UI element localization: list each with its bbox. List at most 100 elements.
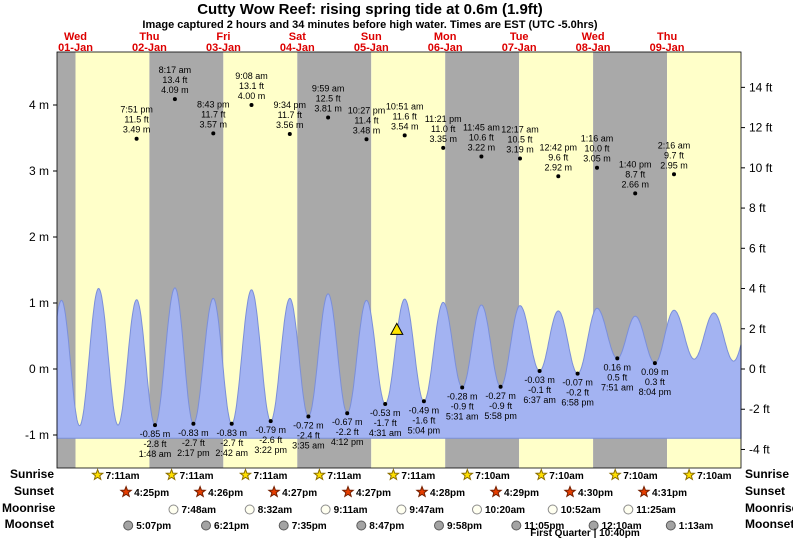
low-tide-time: 6:37 am: [523, 395, 556, 405]
high-tide-annotation: 2:16 am9.7 ft2.95 m: [658, 140, 690, 177]
sunrise-star-icon: [460, 468, 474, 481]
day-label: 02-Jan: [132, 42, 167, 54]
sunset-star-icon: [563, 485, 577, 498]
tide-point-dot: [191, 421, 196, 426]
day-label: Mon: [434, 31, 457, 43]
astro-event-time: 7:35pm: [292, 521, 327, 532]
high-tide-time: 9:08 am: [235, 71, 268, 81]
astro-event-time: 7:10am: [697, 471, 732, 482]
moonset-circle-icon: [201, 520, 211, 531]
tide-point-dot: [211, 131, 216, 136]
astro-event: 4:26pm: [193, 485, 243, 499]
high-tide-time: 8:17 am: [159, 65, 192, 75]
low-tide-ft: -2.7 ft: [220, 438, 244, 448]
low-tide-annotation: -0.53 m-1.7 ft4:31 am: [369, 402, 401, 438]
day-label: 09-Jan: [650, 42, 685, 54]
tide-point-dot: [498, 384, 503, 389]
day-label: 03-Jan: [206, 42, 241, 54]
sunrise-star-icon: [386, 468, 400, 481]
high-tide-m: 3.19 m: [506, 145, 534, 155]
low-tide-annotation: -0.27 m-0.9 ft5:58 pm: [484, 384, 517, 421]
tide-point-dot: [268, 419, 273, 424]
tide-point-dot: [441, 145, 446, 150]
low-tide-m: -0.72 m: [293, 421, 324, 431]
astro-event-time: 5:07pm: [136, 521, 171, 532]
astro-event-time: 7:11am: [254, 471, 288, 482]
high-tide-m: 3.57 m: [200, 119, 228, 129]
low-tide-annotation: -0.67 m-2.2 ft4:12 pm: [331, 411, 363, 447]
high-tide-m: 3.54 m: [391, 121, 419, 131]
astro-event: 7:10am: [608, 468, 658, 482]
astro-event-time: 9:47am: [409, 505, 444, 516]
astro-event: 7:11am: [312, 468, 361, 482]
moonset-circle-icon: [511, 520, 522, 531]
sunrise-star-icon: [682, 468, 696, 481]
y-axis-right-label: 8 ft: [749, 201, 766, 215]
low-tide-m: -0.83 m: [178, 428, 209, 438]
moonrise-circle-icon: [472, 504, 482, 515]
astro-event: 7:48am: [168, 504, 216, 516]
day-label: 01-Jan: [58, 42, 93, 54]
low-tide-m: -0.79 m: [255, 425, 286, 435]
astro-event-time: 7:11am: [327, 471, 361, 482]
astro-event: 9:47am: [396, 504, 444, 516]
tide-point-dot: [249, 103, 254, 107]
tide-point-dot: [383, 402, 388, 406]
low-tide-m: -0.49 m: [409, 405, 440, 415]
high-tide-time: 7:51 pm: [120, 105, 153, 115]
high-tide-ft: 11.6 ft: [393, 111, 418, 121]
low-tide-m: -0.85 m: [140, 429, 171, 439]
astro-event: 6:21pm: [201, 520, 249, 532]
sunset-star-icon: [489, 485, 503, 498]
low-tide-annotation: -0.28 m-0.9 ft5:31 am: [446, 385, 478, 422]
astro-event: 4:29pm: [489, 485, 539, 499]
low-tide-m: 0.16 m: [604, 362, 632, 372]
low-tide-m: -0.28 m: [447, 392, 478, 402]
moonrise-label-left: Moonrise: [2, 501, 56, 515]
low-tide-annotation: 0.09 m0.3 ft8:04 pm: [639, 361, 671, 397]
astro-event: 7:10am: [682, 468, 732, 482]
high-tide-m: 3.56 m: [276, 120, 304, 130]
astro-event-time: 10:52am: [561, 505, 601, 516]
high-tide-m: 4.09 m: [161, 85, 189, 95]
tide-point-dot: [460, 385, 465, 390]
astro-event: 7:10am: [460, 468, 510, 482]
astro-event-time: 12:10am: [602, 521, 642, 532]
astro-event: 1:13am: [665, 520, 713, 532]
y-axis-right-label: 0 ft: [749, 362, 766, 376]
astro-event-time: 10:20am: [485, 505, 525, 516]
high-tide-time: 8:43 pm: [197, 99, 230, 109]
moonrise-circle-icon: [623, 504, 634, 515]
low-tide-annotation: -0.83 m-2.7 ft2:42 am: [215, 421, 248, 458]
astro-event: 4:30pm: [563, 485, 613, 499]
astro-event: 8:47pm: [356, 520, 404, 532]
astro-event: 4:28pm: [415, 485, 465, 499]
high-tide-annotation: 1:40 pm8.7 ft2.66 m: [619, 159, 651, 196]
sunrise-star-icon: [608, 468, 622, 481]
high-tide-ft: 10.6 ft: [469, 133, 495, 143]
high-tide-m: 2.92 m: [545, 162, 573, 172]
moonrise-circle-icon: [168, 504, 179, 515]
moonset-circle-icon: [278, 520, 289, 531]
moonset-circle-icon: [665, 520, 676, 531]
sunset-label-left: Sunset: [13, 484, 54, 498]
astro-event-time: 4:25pm: [134, 488, 169, 499]
low-tide-ft: -0.1 ft: [528, 385, 552, 395]
high-tide-time: 11:21 pm: [425, 114, 462, 124]
high-tide-time: 10:51 am: [386, 101, 424, 111]
astro-event-time: 7:10am: [623, 471, 658, 482]
astro-event: 8:32am: [244, 504, 292, 516]
astro-event: 7:11am: [164, 468, 214, 482]
astro-event-time: 4:26pm: [208, 488, 243, 499]
low-tide-ft: -2.4 ft: [297, 431, 321, 441]
tide-point-dot: [172, 97, 177, 102]
low-tide-m: -0.67 m: [332, 417, 363, 427]
low-tide-annotation: -0.07 m-0.2 ft6:58 pm: [561, 371, 594, 408]
high-tide-ft: 11.4 ft: [354, 115, 379, 125]
